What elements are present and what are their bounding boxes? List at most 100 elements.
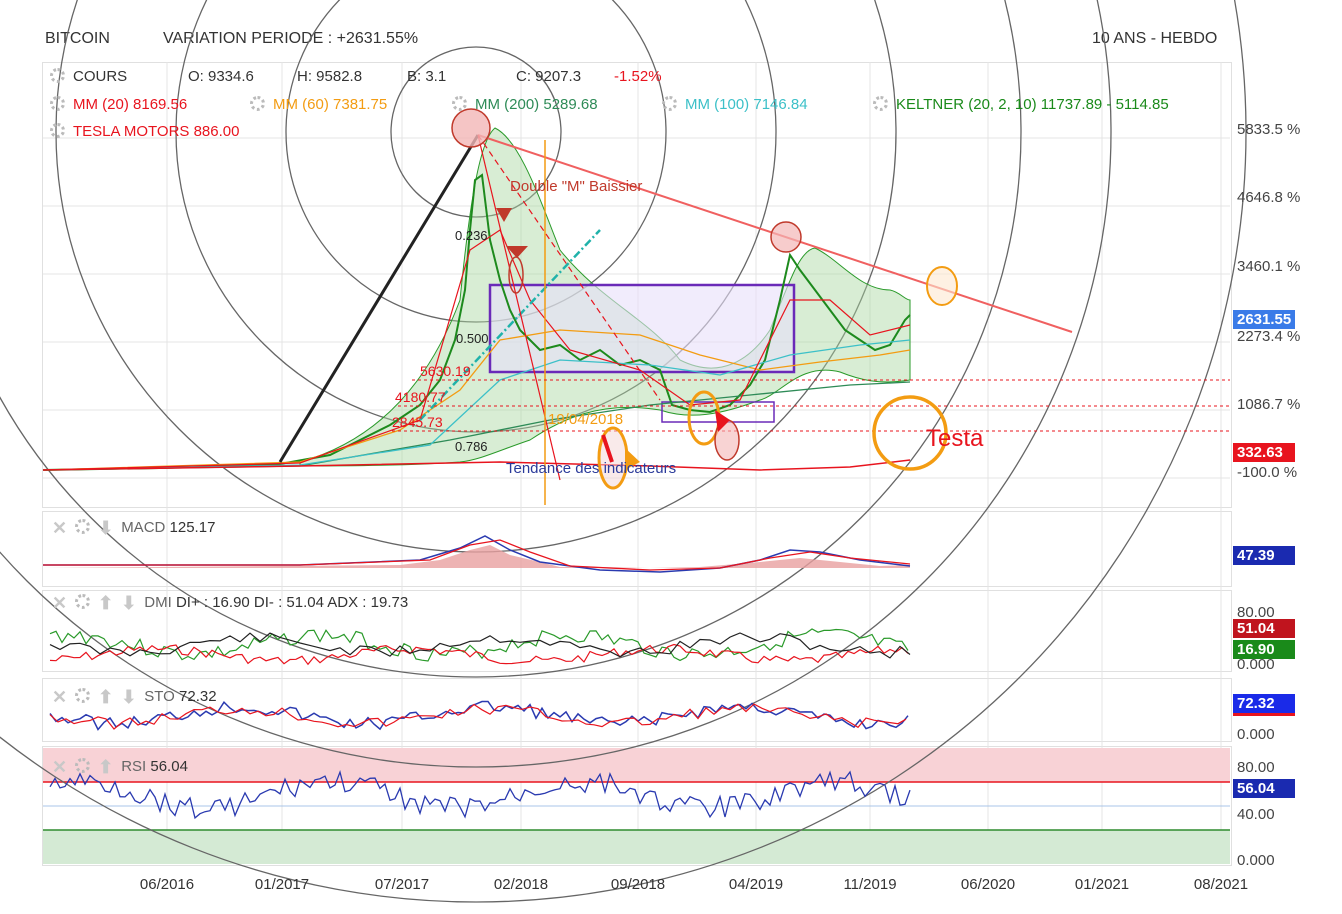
adx-line	[49, 632, 911, 659]
ma20-line	[42, 229, 911, 471]
y-tick: 5833.5 %	[1237, 121, 1301, 138]
rsi-line	[49, 769, 911, 820]
sto-axis: 0.000	[1237, 726, 1275, 743]
arrow-up-icon[interactable]: ⬆	[98, 593, 114, 613]
close-icon[interactable]: ✕	[52, 757, 68, 777]
x-tick: 06/2016	[139, 876, 195, 893]
y-tick: -100.0 %	[1237, 464, 1298, 481]
level-5630-label: 5630.19	[420, 363, 471, 379]
x-tick: 04/2019	[728, 876, 784, 893]
gear-icon[interactable]	[50, 123, 65, 138]
x-tick: 09/2018	[610, 876, 666, 893]
fib-236-label: 0.236	[455, 228, 488, 243]
legend-mm60: MM (60) 7381.75	[250, 96, 387, 113]
ma100-line	[42, 339, 911, 471]
arrow-down-icon[interactable]: ⬇	[121, 687, 137, 707]
gear-icon[interactable]	[75, 594, 91, 609]
double-m-label: Double "M" Baissier	[510, 178, 642, 195]
second-peak-circle	[770, 221, 802, 253]
macd-signal	[43, 539, 911, 571]
y-tick: 3460.1 %	[1237, 258, 1301, 275]
rsi-oversold-zone	[43, 830, 1230, 864]
legend-close: C: 9207.3	[516, 68, 582, 85]
sto-panel	[42, 678, 1232, 742]
close-icon[interactable]: ✕	[52, 593, 68, 613]
di-minus-badge: 51.04	[1233, 619, 1295, 638]
dmi-axis-top: 80.00	[1237, 604, 1275, 621]
legend-high: H: 9582.8	[297, 68, 363, 85]
y-tick: 4646.8 %	[1237, 189, 1301, 206]
level-4180-label: 4180.77	[395, 389, 446, 405]
testa-circle	[872, 395, 948, 471]
gear-icon[interactable]	[75, 688, 91, 703]
sto-d-line	[49, 703, 907, 730]
x-tick: 01/2017	[254, 876, 310, 893]
gear-icon[interactable]	[75, 758, 91, 773]
level-2845-label: 2845.73	[392, 414, 443, 430]
gear-icon[interactable]	[50, 96, 65, 111]
x-tick: 11/2019	[843, 876, 897, 893]
rsi-badge: 56.04	[1233, 779, 1295, 798]
testa-label: Testa	[926, 425, 984, 452]
rsi-axis-0: 0.000	[1237, 852, 1275, 869]
legend-mm200: MM (200) 5289.68	[452, 96, 598, 113]
arrow-up-icon[interactable]: ⬆	[98, 757, 114, 777]
x-tick: 01/2021	[1074, 876, 1130, 893]
instrument-title: BITCOIN	[45, 30, 110, 47]
x-tick: 06/2020	[960, 876, 1016, 893]
orange-arrow	[625, 448, 640, 470]
macd-panel	[42, 511, 1232, 587]
gear-icon[interactable]	[452, 96, 467, 111]
dmi-minus-line	[49, 643, 909, 666]
legend-change: -1.52%	[614, 68, 662, 85]
variation-label: VARIATION PERIODE : +2631.55%	[163, 30, 419, 47]
dmi-panel	[42, 590, 1232, 672]
legend-low: B: 3.1	[407, 68, 447, 85]
arrow-down-icon[interactable]: ⬇	[98, 518, 114, 538]
tesla-line	[42, 459, 911, 471]
y-tick: 1086.7 %	[1237, 396, 1301, 413]
ma60-line	[42, 329, 911, 471]
gear-icon[interactable]	[662, 96, 677, 111]
trend-up-line	[278, 134, 480, 463]
rsi-axis-80: 80.00	[1237, 759, 1275, 776]
range-box	[488, 283, 796, 374]
arrow-down-1	[496, 208, 512, 222]
macd-histogram	[43, 545, 910, 568]
macd-line	[43, 535, 911, 573]
period-selector[interactable]: 10 ANS - HEBDO	[1092, 30, 1218, 47]
teal-trend-line	[419, 229, 601, 421]
macd-badge: 47.39	[1233, 546, 1295, 565]
gear-icon[interactable]	[250, 96, 265, 111]
gear-icon[interactable]	[50, 68, 65, 83]
fib-500-label: 0.500	[456, 331, 489, 346]
peak-circle	[451, 108, 491, 148]
close-icon[interactable]: ✕	[52, 518, 68, 538]
fib-786-label: 0.786	[455, 439, 488, 454]
red-arrow-2	[715, 410, 730, 432]
gear-icon[interactable]	[873, 96, 888, 111]
dmi-header: ✕ ⬆ ⬇ DMI DI+ : 16.90 DI- : 51.04 ADX : 19.…	[52, 593, 409, 613]
gear-icon[interactable]	[75, 519, 91, 534]
legend-keltner: KELTNER (20, 2, 10) 11737.89 - 5114.85	[873, 96, 1169, 113]
legend-mm20: MM (20) 8169.56	[50, 96, 187, 113]
arrow-down-icon[interactable]: ⬇	[121, 593, 137, 613]
di-plus-badge: 16.90	[1233, 640, 1295, 659]
arrow-up-icon[interactable]: ⬆	[98, 687, 114, 707]
legend-cours: COURS	[50, 68, 127, 85]
red-arrow	[601, 434, 614, 463]
sto-k-line	[49, 700, 909, 731]
x-tick: 07/2017	[374, 876, 430, 893]
x-tick: 08/2021	[1193, 876, 1249, 893]
rsi-overbought-zone	[43, 748, 1230, 782]
close-icon[interactable]: ✕	[52, 687, 68, 707]
legend-mm100: MM (100) 7146.84	[662, 96, 808, 113]
tendance-label: Tendance des indicateurs	[506, 460, 676, 477]
target-ellipse	[926, 266, 958, 306]
m-ellipse	[508, 256, 524, 294]
tesla-badge: 332.63	[1233, 443, 1295, 462]
legend-tesla: TESLA MOTORS 886.00	[50, 123, 239, 140]
sto-header: ✕ ⬆ ⬇ STO 72.32	[52, 687, 217, 707]
macd-header: ✕ ⬇ MACD 125.17	[52, 518, 216, 538]
